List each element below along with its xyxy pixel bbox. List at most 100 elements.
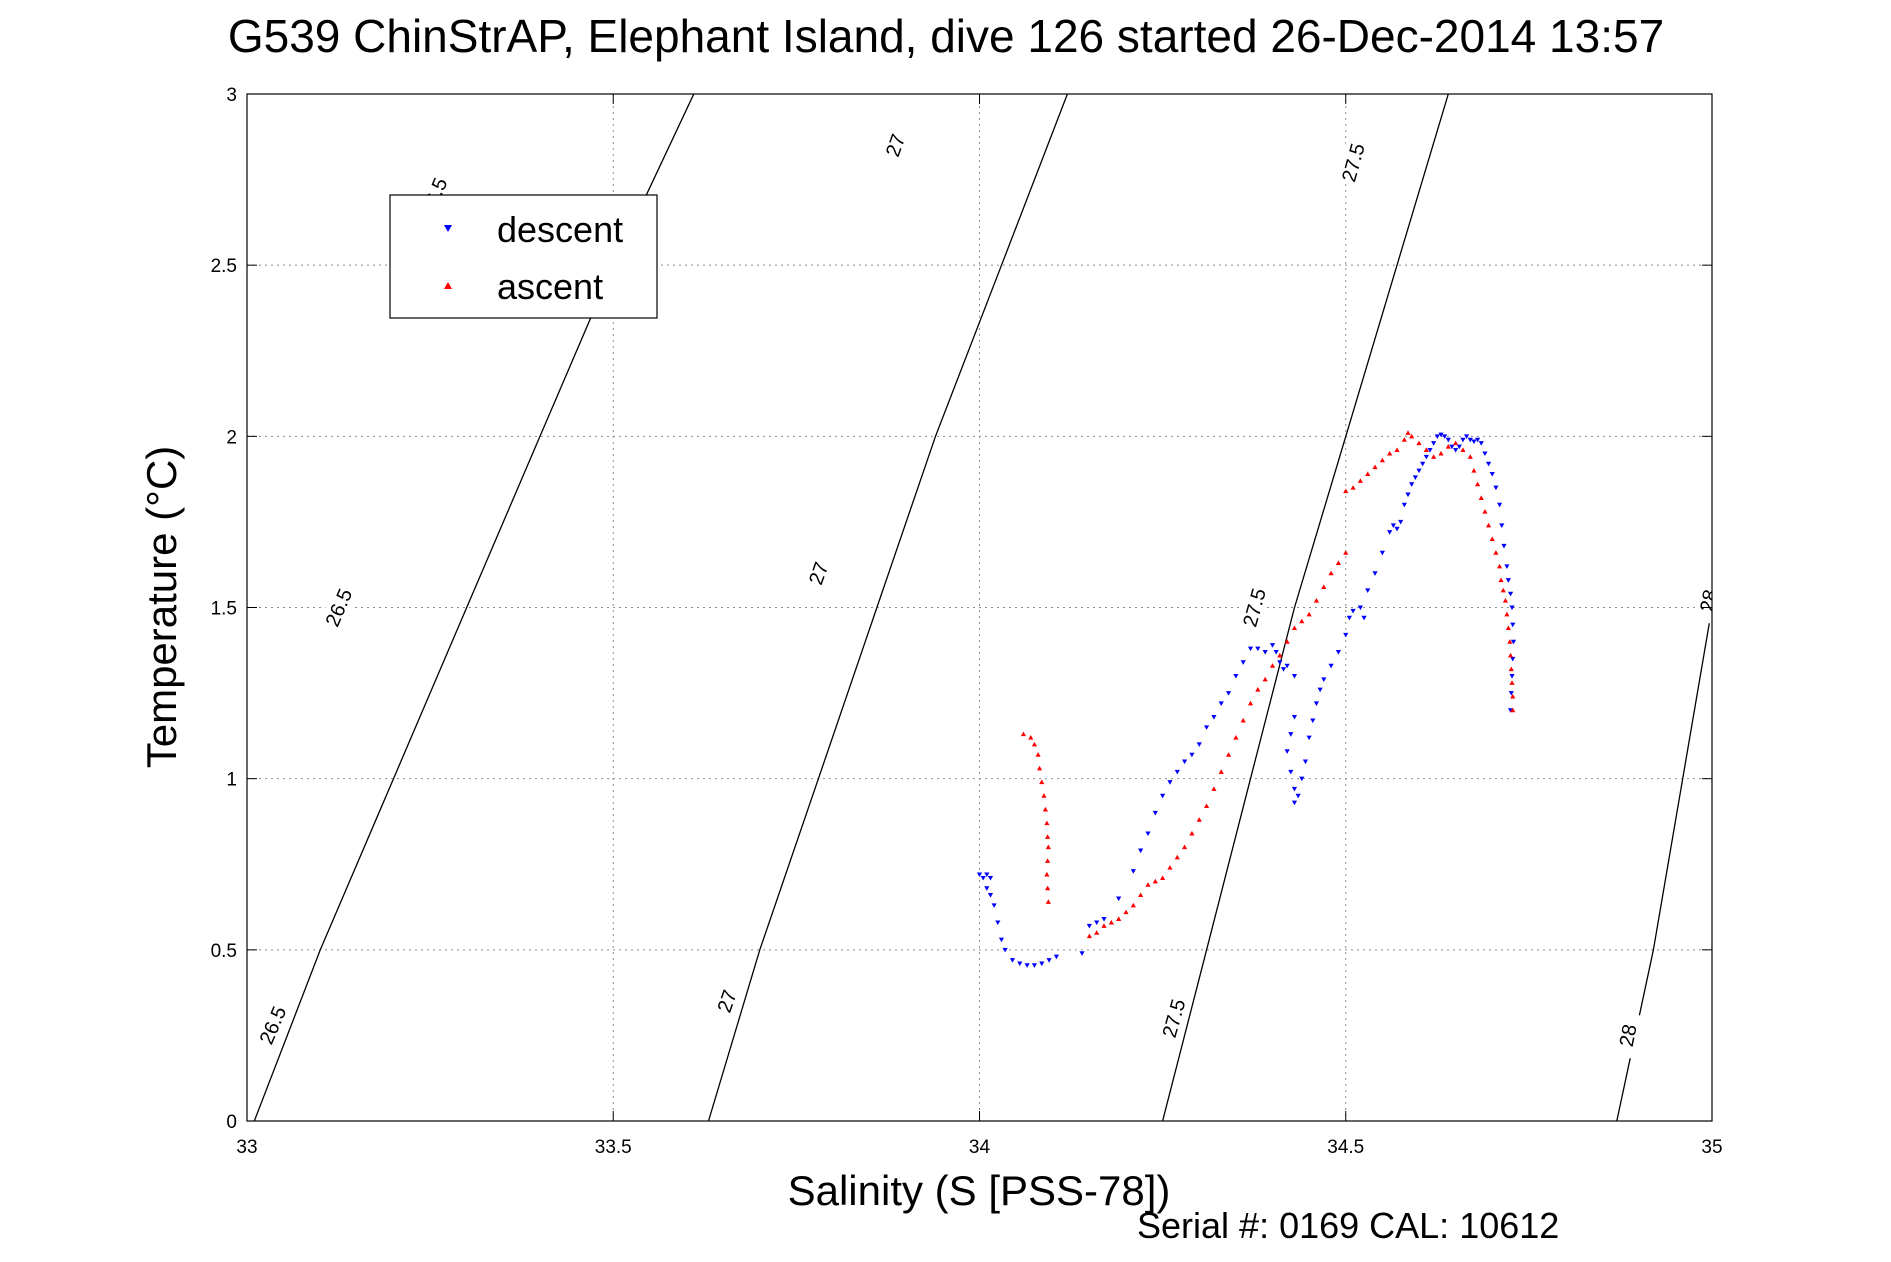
descent-point (1343, 632, 1349, 638)
descent-point (1116, 896, 1122, 902)
descent-point (1456, 444, 1462, 450)
descent-point (1233, 673, 1239, 679)
ascent-point (1116, 916, 1122, 922)
descent-point (1471, 439, 1477, 445)
ascent-point (1044, 820, 1050, 826)
data-series (976, 430, 1517, 968)
ascent-point (1203, 803, 1210, 809)
descent-point (1138, 848, 1144, 854)
ascent-point (1372, 464, 1378, 470)
descent-point (1335, 650, 1342, 655)
chart-title: G539 ChinStrAP, Elephant Island, dive 12… (228, 10, 1664, 62)
ascent-point (1365, 471, 1371, 476)
ascent-point (1357, 478, 1363, 483)
descent-point (1247, 646, 1254, 652)
descent-point (1509, 673, 1515, 679)
descent-point (1510, 656, 1516, 662)
ascent-point (1042, 806, 1049, 812)
ascent-point (1321, 584, 1327, 589)
contour-label: 27.5 (1239, 586, 1271, 629)
descent-point (1390, 523, 1396, 528)
descent-point (976, 872, 983, 878)
descent-point (1478, 441, 1484, 446)
ascent-point (1269, 663, 1276, 668)
ascent-point (1471, 467, 1477, 473)
contour-label-bg (1335, 138, 1371, 187)
ascent-point (1233, 734, 1239, 740)
ascent-point (1277, 652, 1283, 658)
ascent-point (1431, 454, 1437, 459)
ascent-point (1502, 598, 1509, 603)
ascent-point (1498, 577, 1504, 583)
ascent-point (1405, 430, 1411, 435)
ascent-point (1306, 611, 1312, 617)
descent-point (1460, 437, 1466, 443)
descent-point (1291, 800, 1298, 806)
descent-point (1079, 951, 1085, 956)
descent-point (1299, 776, 1305, 782)
ascent-point (1145, 882, 1151, 887)
descent-point (1189, 752, 1195, 758)
descent-point (991, 903, 997, 908)
descent-point (1489, 471, 1495, 477)
contour-label: 27.5 (1338, 141, 1370, 184)
ascent-point (1225, 752, 1232, 757)
descent-point (1288, 732, 1294, 737)
ascent-point (1328, 570, 1334, 576)
descent-point (1310, 718, 1316, 724)
legend-descent-label: descent (497, 209, 623, 250)
ascent-point (1493, 550, 1499, 555)
x-tick-label: 34.5 (1327, 1137, 1364, 1158)
descent-point (1211, 715, 1217, 720)
descent-point (1387, 530, 1393, 535)
ascent-point (1138, 892, 1144, 898)
descent-point (1031, 963, 1038, 968)
descent-point (1240, 660, 1246, 665)
density-contour-28 (1616, 604, 1712, 1121)
ascent-point (1174, 854, 1180, 860)
ascent-point (1416, 440, 1422, 446)
ascent-point (1343, 550, 1349, 555)
ascent-point (1343, 488, 1349, 494)
ascent-point (1284, 639, 1290, 644)
ascent-point (1086, 933, 1092, 939)
descent-point (1225, 691, 1232, 696)
ascent-point (1409, 433, 1415, 439)
descent-point (1357, 605, 1363, 611)
contour-label-bg (708, 976, 746, 1026)
ascent-point (1039, 779, 1045, 785)
descent-point (1130, 869, 1136, 874)
descent-point (1482, 451, 1488, 457)
legend-box (389, 194, 658, 319)
descent-point (1372, 571, 1378, 576)
descent-point (980, 875, 986, 881)
descent-point (1046, 958, 1052, 963)
x-tick-label: 35 (1701, 1137, 1722, 1158)
ascent-point (1041, 793, 1047, 798)
ascent-point (1510, 693, 1516, 699)
ascent-point (1167, 865, 1173, 870)
descent-point (1412, 475, 1418, 481)
y-tick-label: 0 (226, 1112, 237, 1133)
descent-point (1438, 432, 1444, 438)
descent-point (1302, 759, 1309, 765)
ascent-point (1211, 786, 1217, 791)
descent-point (1218, 701, 1224, 706)
legend: descent ascent (389, 194, 658, 319)
descent-point (1291, 715, 1298, 720)
ascent-point (1247, 700, 1254, 706)
descent-point (1493, 485, 1499, 491)
descent-point (1510, 639, 1517, 645)
ascent-point (1044, 871, 1050, 877)
ascent-point (1152, 878, 1158, 884)
ascent-point (1313, 598, 1320, 603)
descent-point (1167, 780, 1173, 785)
ascent-point (1031, 741, 1038, 747)
descent-point (1499, 523, 1505, 528)
descent-point (1203, 725, 1210, 730)
descent-point (1160, 793, 1166, 799)
series-ascent (1020, 430, 1516, 939)
descent-point (1094, 920, 1100, 926)
descent-point (1002, 947, 1008, 953)
descent-point (1394, 526, 1400, 532)
